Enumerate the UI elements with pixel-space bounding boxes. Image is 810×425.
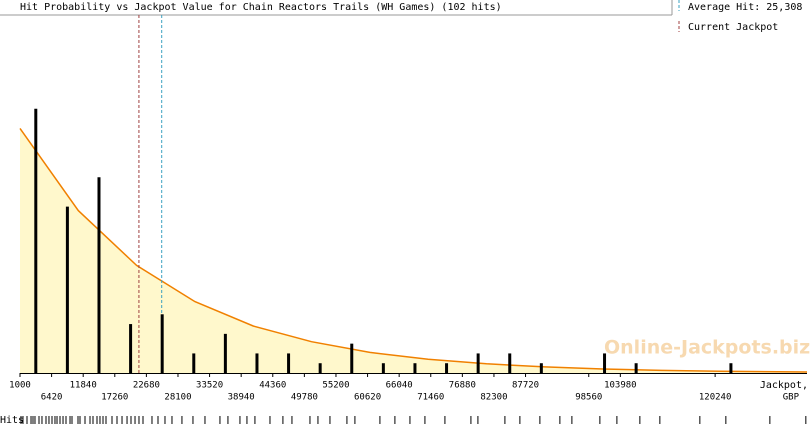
legend-label: Current Jackpot [688,22,778,33]
chart-title: Hit Probability vs Jackpot Value for Cha… [20,2,502,13]
x-tick-label: 98560 [575,393,602,403]
watermark: Online-Jackpots.biz [604,337,810,359]
x-tick-label: 66040 [386,381,413,391]
curve-area [20,128,807,373]
x-tick-label: 17260 [101,393,128,403]
x-tick-label: 60620 [354,393,381,403]
x-tick-label: 87720 [512,381,539,391]
hits-label: Hits [0,415,24,425]
x-tick-label: 11840 [70,381,97,391]
x-tick-label: 1000 [9,381,31,391]
x-tick-label: 38940 [228,393,255,403]
x-tick-label: 49780 [291,393,318,403]
x-tick-label: 33520 [196,381,223,391]
x-tick-label: 55200 [322,381,349,391]
curve-line [19,127,808,373]
x-tick-label: 71460 [417,393,444,403]
x-tick-label: 76880 [449,381,476,391]
x-tick-label: 28100 [164,393,191,403]
x-tick-label: 82300 [480,393,507,403]
x-tick-label: 103980 [604,381,637,391]
x-tick-label: 120240 [699,393,732,403]
x-tick-label: 44360 [259,381,286,391]
x-axis-unit: GBP [783,393,800,403]
legend-label: Average Hit: 25,308 [688,2,802,13]
x-axis-label: Jackpot, [760,380,808,391]
x-tick-label: 6420 [41,393,63,403]
x-tick-label: 22680 [133,381,160,391]
